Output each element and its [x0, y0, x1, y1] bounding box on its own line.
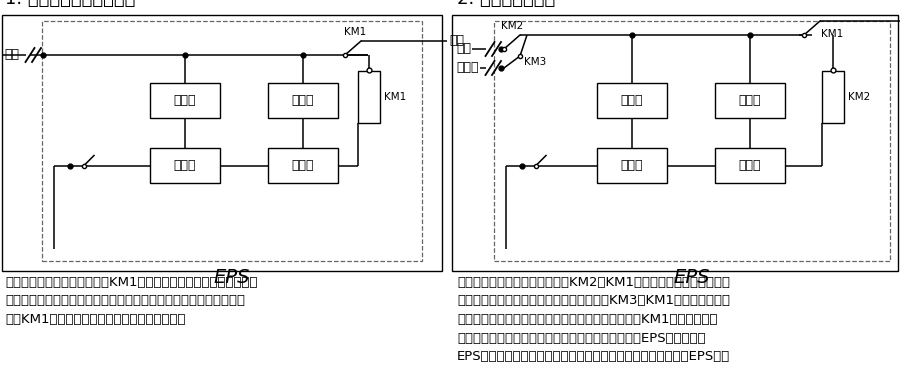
Text: 说明：当有市电时，市电通过KM1输出，同时充电器对免维护蓄电池
自动充电。当控制器检测到市电停电或电压过低、过高时，逆变器工
作使KM1切换至应急输出状态向负载: 说明：当有市电时，市电通过KM1输出，同时充电器对免维护蓄电池 自动充电。当控制… — [5, 276, 257, 326]
Text: EPS: EPS — [213, 268, 250, 287]
Bar — [358, 71, 380, 123]
Text: EPS: EPS — [674, 268, 710, 287]
Bar — [597, 83, 667, 118]
Text: 电池组: 电池组 — [174, 159, 196, 172]
Text: 充电器: 充电器 — [621, 94, 644, 107]
Bar — [822, 71, 844, 123]
Bar — [42, 21, 422, 261]
Bar — [494, 21, 890, 261]
Text: 充电器: 充电器 — [174, 94, 196, 107]
Text: 控制器: 控制器 — [739, 159, 761, 172]
Text: 市电: 市电 — [4, 47, 19, 60]
Bar — [150, 83, 220, 118]
Text: KM3: KM3 — [524, 57, 546, 67]
Text: KM2: KM2 — [501, 21, 523, 31]
Text: 说明：在正常情况下，市电通过KM2、KM1输入，同时充电器对免维护
蓄电池充电。当市电停电，备用电投入通过KM3、KM1输出，只有当常
用和备用电同时停电时通过: 说明：在正常情况下，市电通过KM2、KM1输入，同时充电器对免维护 蓄电池充电。… — [457, 276, 730, 363]
Text: 逆变器: 逆变器 — [739, 94, 761, 107]
Text: 逆变器: 逆变器 — [292, 94, 314, 107]
Bar — [268, 83, 338, 118]
Bar — [597, 148, 667, 183]
Bar — [452, 15, 898, 271]
Bar — [715, 83, 785, 118]
Text: KM1: KM1 — [821, 29, 843, 39]
Text: KM1: KM1 — [344, 27, 366, 37]
Text: 控制器: 控制器 — [292, 159, 314, 172]
Bar — [150, 148, 220, 183]
Text: 1. 单电源双输入结构框图: 1. 单电源双输入结构框图 — [5, 0, 135, 8]
Text: 市电: 市电 — [456, 41, 471, 54]
Text: KM1: KM1 — [384, 92, 406, 102]
Text: 输出: 输出 — [449, 34, 464, 47]
Text: KM2: KM2 — [848, 92, 870, 102]
Bar — [268, 148, 338, 183]
Text: 2. 双电源结构框图: 2. 双电源结构框图 — [457, 0, 555, 8]
Bar — [2, 15, 442, 271]
Text: 备用电: 备用电 — [456, 60, 479, 73]
Bar — [715, 148, 785, 183]
Text: 电池组: 电池组 — [621, 159, 644, 172]
